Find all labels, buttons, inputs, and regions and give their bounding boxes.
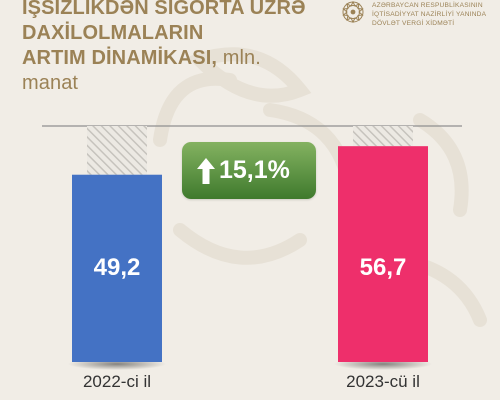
title-unit: mln. manat bbox=[22, 47, 261, 94]
org-line-1: AZƏRBAYCAN RESPUBLİKASININ bbox=[372, 2, 483, 9]
data-label-2022: 49,2 bbox=[94, 254, 141, 281]
org-line-3: DÖVLƏT VERGİ XİDMƏTİ bbox=[372, 20, 455, 27]
arrow-up-icon bbox=[197, 158, 215, 184]
title-main: ARTIM DİNAMİKASI, bbox=[22, 47, 218, 69]
bar-remainder-hatch bbox=[353, 126, 413, 147]
org-line-2: İQTİSADİYYAT NAZİRLİYİ YANINDA bbox=[372, 11, 487, 18]
growth-label: 15,1% bbox=[219, 156, 290, 184]
organization-name: AZƏRBAYCAN RESPUBLİKASININ İQTİSADİYYAT … bbox=[372, 0, 500, 28]
bar-2023 bbox=[338, 146, 428, 362]
state-emblem-icon bbox=[342, 0, 364, 24]
chart-title: İŞSİZLİKDƏN SIĞORTA ÜZRƏ DAXİLOLMALARIN … bbox=[22, 0, 322, 96]
bar-2022 bbox=[72, 174, 162, 362]
x-tick-label-2023: 2023-cü il bbox=[346, 372, 420, 391]
title-line-2: DAXİLOLMALARIN bbox=[22, 22, 204, 44]
data-label-2023: 56,7 bbox=[360, 254, 407, 281]
growth-badge: 15,1% bbox=[182, 142, 316, 199]
title-line-1: İŞSİZLİKDƏN SIĞORTA ÜZRƏ bbox=[22, 0, 306, 19]
x-tick-label-2022: 2022-ci il bbox=[82, 372, 152, 391]
bar-remainder-hatch bbox=[87, 126, 147, 175]
title-line-3: ARTIM DİNAMİKASI, mln. manat bbox=[22, 46, 322, 96]
